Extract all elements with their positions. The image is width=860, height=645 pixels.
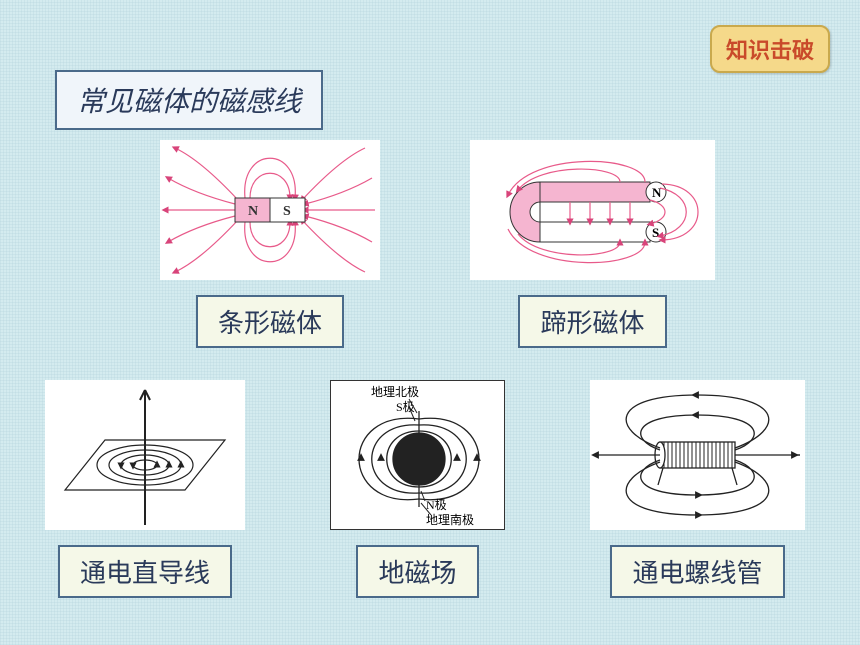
horseshoe-n: N xyxy=(652,185,662,200)
bar-s-label: S xyxy=(283,204,291,219)
horseshoe-s: S xyxy=(652,225,659,240)
solenoid-label: 通电螺线管 xyxy=(610,545,784,598)
solenoid-diagram xyxy=(590,380,805,530)
bar-magnet-cell: N S 条形磁体 xyxy=(160,140,380,348)
horseshoe-magnet-label: 蹄形磁体 xyxy=(518,295,666,348)
horseshoe-magnet-diagram: N S xyxy=(470,140,715,280)
earth-south-geo: 地理南极 xyxy=(426,512,474,527)
bar-magnet-label: 条形磁体 xyxy=(196,295,344,348)
earth-field-cell: 地理北极 S极 N极 地理南极 地磁场 xyxy=(330,380,505,598)
earth-n-pole: N极 xyxy=(426,498,447,512)
bar-magnet-diagram: N S xyxy=(160,140,380,280)
earth-field-diagram: 地理北极 S极 N极 地理南极 xyxy=(330,380,505,530)
current-wire-diagram xyxy=(45,380,245,530)
earth-north-geo: 地理北极 xyxy=(371,385,419,399)
bar-n-label: N xyxy=(248,204,258,219)
horseshoe-magnet-cell: N S 蹄形磁体 xyxy=(470,140,715,348)
page-title: 常见磁体的磁感线 xyxy=(55,70,323,130)
knowledge-badge: 知识击破 xyxy=(710,25,830,73)
earth-field-label: 地磁场 xyxy=(356,545,478,598)
solenoid-cell: 通电螺线管 xyxy=(590,380,805,598)
earth-s-pole: S极 xyxy=(396,400,415,414)
current-wire-cell: 通电直导线 xyxy=(45,380,245,598)
current-wire-label: 通电直导线 xyxy=(58,545,232,598)
